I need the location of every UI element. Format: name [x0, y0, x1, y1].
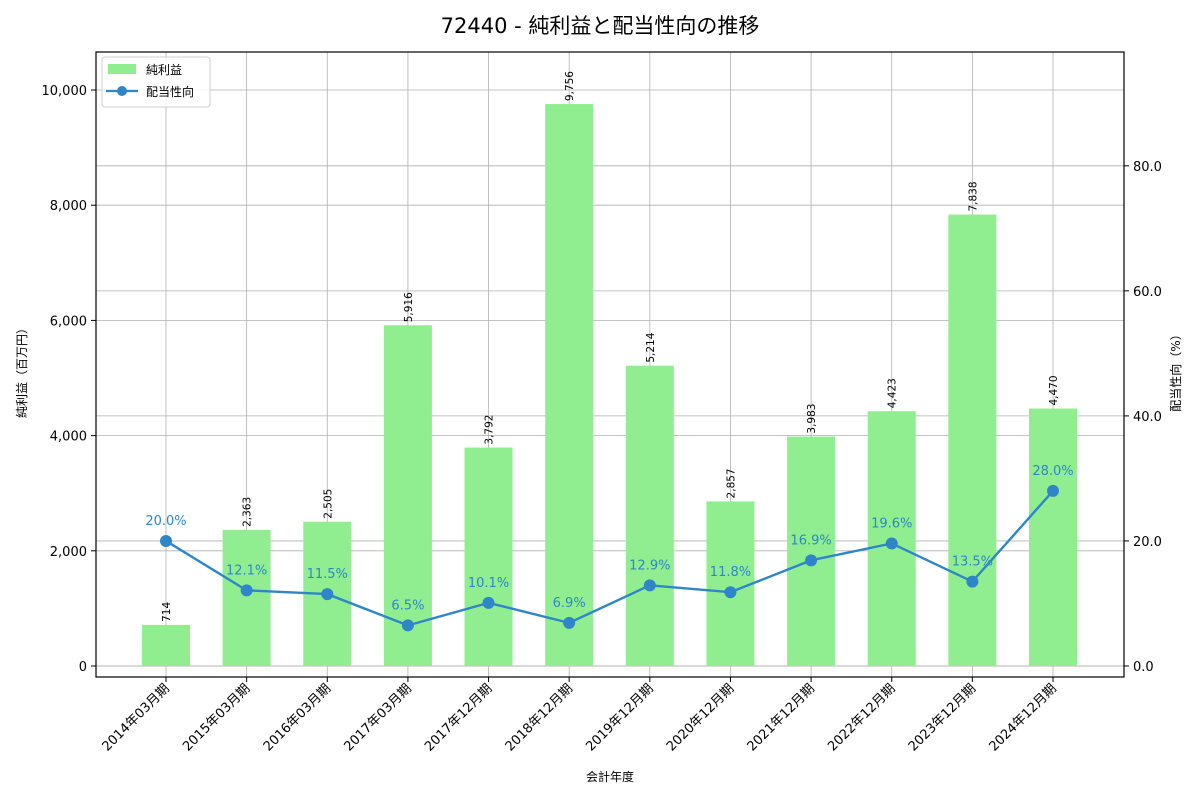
- line-marker: [643, 579, 656, 592]
- line-value-label: 12.1%: [226, 563, 267, 578]
- bar-value-label: 714: [161, 602, 173, 622]
- svg-text:2015年03月期: 2015年03月期: [180, 681, 253, 754]
- line-marker: [482, 596, 495, 609]
- line-value-label: 12.9%: [629, 558, 670, 573]
- bar: [383, 325, 432, 666]
- bar-value-label: 4,470: [1048, 375, 1060, 405]
- line-marker: [966, 575, 979, 588]
- bar: [625, 365, 674, 666]
- legend-bar-swatch-icon: [108, 64, 136, 74]
- bar-value-label: 3,792: [484, 415, 496, 445]
- bar: [222, 529, 271, 666]
- line-value-label: 6.9%: [553, 596, 586, 611]
- bar-value-label: 5,214: [645, 332, 657, 362]
- line-series-payout-ratio: [160, 484, 1059, 632]
- legend-label-payout-ratio: 配当性向: [146, 84, 194, 99]
- svg-text:2017年03月期: 2017年03月期: [341, 681, 414, 754]
- svg-text:2023年12月期: 2023年12月期: [906, 681, 979, 754]
- line-value-label: 13.5%: [952, 555, 993, 570]
- bar-value-label: 4,423: [887, 378, 899, 408]
- line-marker: [240, 584, 253, 597]
- svg-text:2020年12月期: 2020年12月期: [664, 681, 737, 754]
- svg-text:20.0: 20.0: [1133, 535, 1162, 550]
- svg-text:2024年12月期: 2024年12月期: [987, 681, 1060, 754]
- bar: [142, 624, 190, 666]
- bar-value-label: 2,363: [242, 497, 254, 527]
- line-marker: [563, 616, 576, 629]
- x-axis: 2014年03月期 2015年03月期 2016年03月期 2017年03月期 2017…: [100, 677, 1060, 755]
- line-marker: [1047, 484, 1059, 497]
- bar-value-label: 2,505: [322, 489, 334, 519]
- y-axis-left: 0 2,000 4,000 6,000 8,000 10,000: [42, 84, 96, 675]
- svg-text:2022年12月期: 2022年12月期: [825, 681, 898, 754]
- bar-value-labels: 714 2,363 2,505 5,916 3,792 9,756 5,214 2,857 3,…: [161, 71, 1060, 622]
- bar: [948, 214, 997, 666]
- svg-text:2,000: 2,000: [50, 545, 87, 560]
- svg-text:2019年12月期: 2019年12月期: [583, 681, 656, 754]
- svg-text:6,000: 6,000: [50, 314, 87, 329]
- svg-text:10,000: 10,000: [42, 84, 88, 99]
- bar-value-label: 5,916: [403, 292, 415, 322]
- bar: [706, 501, 755, 666]
- svg-text:0: 0: [79, 660, 87, 675]
- svg-text:2018年12月期: 2018年12月期: [503, 681, 576, 754]
- svg-text:0.0: 0.0: [1133, 660, 1154, 675]
- svg-text:2014年03月期: 2014年03月期: [100, 681, 173, 754]
- line-value-labels: 20.0% 12.1% 11.5% 6.5% 10.1% 6.9% 12.9% 11.8% 16…: [145, 464, 1073, 613]
- bar: [1029, 408, 1077, 666]
- svg-text:40.0: 40.0: [1133, 410, 1162, 425]
- line-value-label: 19.6%: [871, 516, 912, 531]
- line-value-label: 28.0%: [1032, 464, 1073, 479]
- plot-frame: [95, 51, 1125, 678]
- line-value-label: 10.1%: [468, 576, 509, 591]
- line-value-label: 11.5%: [307, 567, 348, 582]
- legend: 純利益 配当性向: [101, 56, 211, 108]
- line-marker: [885, 537, 898, 550]
- line-marker: [805, 554, 818, 567]
- line-marker: [401, 619, 414, 632]
- svg-text:4,000: 4,000: [50, 430, 87, 445]
- y-axis-right: 0.0 20.0 40.0 60.0 80.0: [1124, 160, 1162, 675]
- line-marker: [160, 534, 172, 547]
- y-axis-left-label: 純利益（百万円）: [15, 322, 29, 418]
- svg-text:8,000: 8,000: [50, 199, 87, 214]
- line-value-label: 16.9%: [790, 533, 831, 548]
- svg-text:80.0: 80.0: [1133, 160, 1162, 175]
- svg-text:2021年12月期: 2021年12月期: [745, 681, 818, 754]
- bar: [464, 447, 513, 666]
- chart-title: 72440 - 純利益と配当性向の推移: [441, 14, 760, 38]
- x-axis-label: 会計年度: [586, 769, 634, 784]
- bar-value-label: 2,857: [725, 468, 737, 498]
- bar: [787, 436, 836, 666]
- line-value-label: 6.5%: [391, 598, 424, 613]
- line-marker: [321, 588, 334, 601]
- legend-marker-icon: [117, 86, 127, 96]
- legend-label-net-income: 純利益: [146, 63, 182, 77]
- bar-value-label: 3,983: [806, 404, 818, 434]
- line-value-label: 20.0%: [145, 514, 186, 529]
- svg-text:2016年03月期: 2016年03月期: [261, 681, 334, 754]
- bar: [545, 104, 594, 666]
- line-value-label: 11.8%: [710, 565, 751, 580]
- svg-text:2017年12月期: 2017年12月期: [422, 681, 495, 754]
- svg-text:60.0: 60.0: [1133, 285, 1162, 300]
- y-axis-right-label: 配当性向（%）: [1168, 328, 1183, 411]
- bar-value-label: 9,756: [564, 71, 576, 101]
- bar-series-net-income: [142, 104, 1077, 666]
- line-marker: [724, 586, 737, 599]
- bar-value-label: 7,838: [967, 181, 979, 211]
